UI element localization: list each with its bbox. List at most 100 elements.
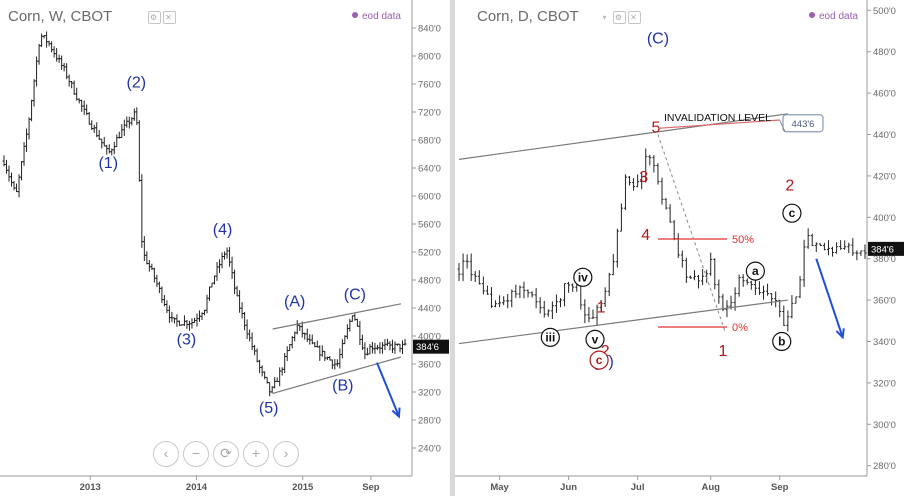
weekly-y-tick-label: 600'0	[418, 192, 441, 203]
daily-wave-label: 3	[639, 169, 648, 186]
daily-x-tick-label: Jun	[560, 482, 577, 493]
daily-price-tag: 384'6	[871, 244, 894, 255]
weekly-channel-line	[272, 356, 402, 394]
daily-y-tick-label: 420'0	[873, 171, 896, 182]
weekly-projection-arrowhead	[391, 407, 401, 419]
weekly-y-tick-label: 840'0	[418, 24, 441, 35]
daily-wave-label: 1	[597, 300, 606, 317]
daily-y-tick-label: 300'0	[873, 420, 896, 431]
daily-wave-label: 5	[651, 119, 660, 136]
chevron-right-icon: ›	[283, 445, 289, 461]
daily-projection-arrowhead	[835, 328, 845, 340]
weekly-x-tick-label: 2013	[80, 482, 101, 493]
daily-circled-wave-label: c	[789, 206, 796, 220]
daily-circled-wave-label: c	[596, 353, 603, 367]
daily-chart-title: Corn, D, CBOT	[477, 8, 579, 25]
daily-invalidation-line	[657, 119, 780, 129]
daily-level-tag-pointer	[779, 119, 786, 132]
daily-circled-wave-label: iv	[578, 270, 588, 284]
daily-level-tag: 443'6	[792, 119, 815, 130]
daily-wave-label: (C)	[647, 30, 669, 47]
daily-x-tick-label: Sep	[771, 482, 789, 493]
daily-y-tick-label: 360'0	[873, 296, 896, 307]
weekly-wave-label: (B)	[332, 378, 353, 395]
daily-title-icons: ▾ ⚙ ✕	[600, 11, 643, 24]
daily-fib-label: 0%	[732, 322, 748, 334]
daily-y-tick-label: 440'0	[873, 130, 896, 141]
weekly-y-tick-label: 760'0	[418, 80, 441, 91]
daily-x-tick-label: Jul	[631, 482, 645, 493]
daily-circled-wave-label: b	[778, 334, 785, 348]
eod-dot-icon	[809, 12, 815, 18]
daily-level-tag-box	[782, 114, 824, 133]
daily-wave-label: 1	[718, 343, 727, 360]
nav-scroll-right-button[interactable]: ›	[273, 441, 299, 467]
daily-invalidation-label: INVALIDATION LEVEL	[664, 112, 771, 124]
weekly-title-icons: ⚙ ✕	[148, 11, 178, 24]
settings-icon[interactable]: ⚙	[148, 11, 161, 24]
zoom-in-icon: +	[251, 445, 261, 461]
weekly-y-tick-label: 720'0	[418, 108, 441, 119]
daily-chart-panel[interactable]: 280'0 300'0 320'0 340'0 360'0 380'0 400'0 420'0…	[455, 0, 905, 496]
daily-y-tick-label: 460'0	[873, 89, 896, 100]
weekly-chart-svg[interactable]: 240'0 280'0 320'0 360'0 400'0 440'0 480'0 520'0…	[0, 0, 450, 496]
nav-zoom-in-button[interactable]: +	[243, 441, 269, 467]
weekly-y-tick-label: 680'0	[418, 136, 441, 147]
weekly-price-tag-box	[413, 339, 449, 354]
weekly-chart-panel[interactable]: 240'0 280'0 320'0 360'0 400'0 440'0 480'0 520'0…	[0, 0, 450, 496]
weekly-wave-label: (2)	[127, 75, 147, 92]
daily-circled-wave-label: a	[752, 264, 759, 278]
weekly-y-tick-label: 480'0	[418, 276, 441, 287]
daily-y-tick-label: 320'0	[873, 378, 896, 389]
daily-wave-label: 2	[601, 343, 610, 360]
daily-circled-wave-label: v	[592, 332, 599, 346]
weekly-y-tick-label: 640'0	[418, 164, 441, 175]
weekly-y-tick-label: 280'0	[418, 416, 441, 427]
settings-icon[interactable]: ⚙	[613, 11, 626, 24]
weekly-price-tag: 384'6	[416, 342, 439, 353]
daily-wave-label: 2	[785, 177, 794, 194]
daily-circled-wave-ring	[585, 329, 605, 350]
weekly-eod-label: eod data	[362, 11, 401, 22]
daily-circled-wave-ring	[540, 327, 560, 347]
nav-zoom-out-button[interactable]: −	[183, 441, 209, 467]
close-icon[interactable]: ✕	[163, 11, 176, 24]
daily-x-tick-label: May	[490, 482, 509, 493]
weekly-wave-label: (A)	[284, 294, 305, 311]
daily-eod-label: eod data	[819, 11, 858, 22]
daily-y-tick-label: 280'0	[873, 461, 896, 472]
panel-divider[interactable]	[450, 0, 455, 496]
weekly-wave-label: (1)	[98, 155, 118, 172]
daily-circled-wave-ring	[745, 261, 765, 281]
weekly-y-tick-label: 320'0	[418, 388, 441, 399]
weekly-channel-line	[272, 303, 402, 330]
daily-chart-svg[interactable]: 280'0 300'0 320'0 340'0 360'0 380'0 400'0 420'0…	[455, 0, 905, 496]
chevron-left-icon: ‹	[163, 445, 169, 461]
weekly-y-tick-label: 800'0	[418, 52, 441, 63]
daily-x-tick-label: Aug	[701, 482, 720, 493]
weekly-y-tick-label: 240'0	[418, 444, 441, 455]
daily-circled-wave-label: iii	[545, 330, 555, 344]
weekly-x-tick-label: 2015	[292, 482, 314, 493]
weekly-projection-arrow	[376, 362, 400, 417]
daily-y-tick-label: 380'0	[873, 254, 896, 265]
weekly-y-tick-label: 400'0	[418, 332, 441, 343]
weekly-y-tick-label: 560'0	[418, 220, 441, 231]
daily-projection-arrow	[815, 258, 844, 338]
weekly-chart-title: Corn, W, CBOT	[8, 8, 113, 25]
nav-reset-button[interactable]: ⟳	[213, 441, 239, 467]
daily-eod-badge: eod data	[809, 11, 858, 22]
daily-fib-dashed-line	[657, 134, 726, 332]
reset-icon: ⟳	[220, 445, 232, 461]
weekly-x-tick-label: 2014	[186, 482, 208, 493]
weekly-y-tick-label: 440'0	[418, 304, 441, 315]
daily-wave-label: 4	[641, 227, 650, 244]
nav-scroll-left-button[interactable]: ‹	[153, 441, 179, 467]
weekly-x-tick-label: Sep	[362, 482, 380, 493]
dropdown-icon[interactable]: ▾	[602, 13, 609, 22]
close-icon[interactable]: ✕	[628, 11, 641, 24]
daily-fib-label: 50%	[732, 234, 754, 246]
daily-y-tick-label: 480'0	[873, 47, 896, 58]
daily-circled-wave-ring	[589, 350, 609, 370]
daily-y-tick-label: 500'0	[873, 6, 896, 17]
